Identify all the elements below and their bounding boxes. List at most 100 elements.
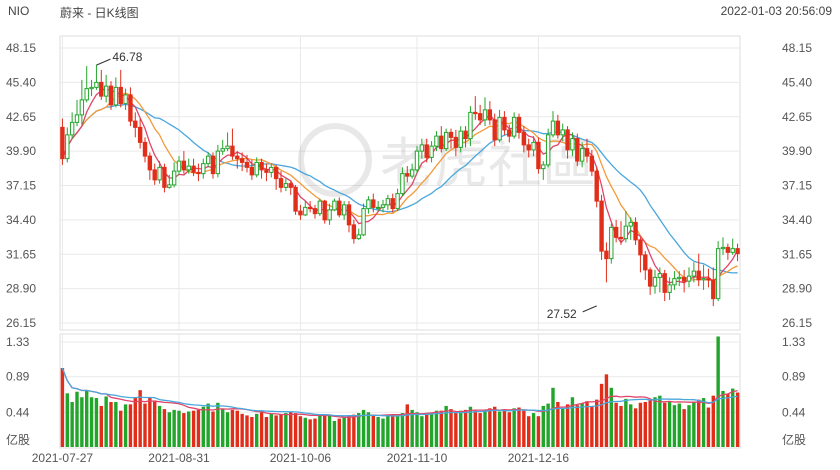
volume-bar: [405, 404, 409, 447]
candle-body: [623, 225, 629, 240]
candle-body: [419, 144, 425, 152]
candle-body: [152, 169, 157, 181]
volume-bar: [376, 417, 380, 447]
candle-body: [662, 273, 667, 293]
candle-body: [225, 145, 230, 150]
candle-body: [463, 130, 468, 140]
volume-bar: [284, 413, 288, 447]
volume-bar: [196, 409, 201, 447]
price-panel-frame: [59, 35, 741, 331]
volume-bar: [731, 388, 735, 447]
volume-bar: [269, 413, 273, 447]
candle-body: [123, 94, 128, 105]
volume-bar: [99, 405, 103, 447]
volume-bar: [546, 403, 550, 447]
volume-bar: [167, 412, 171, 447]
candle-body: [244, 161, 250, 168]
volume-bar: [609, 387, 613, 447]
volume-bar: [245, 415, 249, 447]
volume-unit-right: 亿股: [782, 432, 806, 447]
volume-bar: [692, 402, 696, 447]
watermark-circle-icon: [298, 123, 372, 197]
candle-body: [201, 163, 206, 175]
volume-bar: [614, 402, 618, 447]
candle-body: [647, 269, 653, 287]
volume-bar: [119, 410, 123, 447]
price-tick-label-left: 26.15: [6, 316, 36, 330]
volume-bar: [318, 415, 322, 447]
candle-body: [458, 130, 463, 148]
price-tick-label-left: 31.65: [6, 247, 36, 261]
candle-body: [429, 145, 434, 158]
candle-body: [375, 206, 381, 209]
candle-body: [657, 273, 663, 278]
candle-body: [507, 129, 512, 137]
candle-body: [516, 116, 522, 133]
candle-body: [89, 86, 94, 90]
candle-body: [337, 200, 342, 216]
volume-unit-left: 亿股: [6, 432, 30, 447]
x-axis-date-label: 2021-10-06: [270, 451, 332, 465]
price-tick-label-right: 42.65: [782, 110, 812, 124]
volume-bar: [502, 409, 507, 447]
candle-body: [725, 246, 731, 253]
volume-bar: [735, 392, 740, 447]
volume-bar: [114, 402, 118, 447]
volume-tick-label-right: 0.44: [782, 405, 806, 419]
volume-bar: [206, 403, 210, 447]
volume-bar: [643, 402, 647, 447]
candle-body: [94, 81, 99, 88]
price-tick-label-left: 34.40: [6, 213, 36, 227]
candle-body: [439, 135, 444, 150]
candle-body: [307, 206, 313, 210]
volume-bar: [153, 400, 157, 447]
volume-bar: [517, 407, 521, 447]
volume-bar: [298, 416, 303, 447]
candle-body: [65, 134, 70, 160]
candle-body: [434, 135, 439, 147]
volume-panel-frame: [59, 333, 741, 449]
candle-body: [167, 184, 172, 188]
volume-bar: [531, 413, 536, 447]
volume-bar: [264, 417, 269, 447]
candle-body: [322, 200, 327, 221]
volume-bar: [420, 416, 424, 447]
candle-body: [609, 226, 614, 260]
candle-body: [191, 165, 196, 173]
candle-body: [633, 221, 638, 241]
volume-bar: [444, 405, 448, 447]
volume-bar: [191, 410, 196, 447]
candle-body: [380, 204, 386, 208]
candle-body: [332, 200, 337, 211]
candle-body: [477, 113, 483, 121]
candle-body: [351, 224, 357, 240]
price-tick-label-right: 45.40: [782, 75, 812, 89]
volume-bar: [687, 405, 691, 447]
volume-bar: [342, 417, 346, 447]
volume-bar: [85, 390, 89, 447]
candle-body: [210, 155, 216, 175]
candle-body: [575, 138, 580, 162]
candle-body: [254, 161, 259, 176]
volume-bar: [425, 413, 429, 447]
candle-body: [390, 198, 395, 210]
candle-body: [235, 155, 240, 160]
volume-bar: [512, 408, 516, 447]
candle-body: [628, 221, 633, 227]
stock-symbol: NIO: [8, 4, 30, 18]
candle-body: [283, 183, 289, 188]
volume-bar: [138, 390, 142, 447]
x-axis-date-label: 2021-07-27: [32, 451, 94, 465]
volume-bar: [716, 336, 720, 447]
candle-body: [613, 226, 619, 238]
candle-body: [497, 116, 502, 141]
volume-bar: [473, 410, 477, 447]
volume-bar: [255, 413, 259, 447]
x-axis-date-label: 2021-08-31: [148, 451, 210, 465]
candle-body: [706, 278, 711, 281]
timestamp: 2022-01-03 20:56:09: [720, 4, 832, 18]
price-tick-label-right: 34.40: [782, 213, 812, 227]
candle-body: [715, 248, 721, 300]
volume-bar: [483, 409, 487, 447]
